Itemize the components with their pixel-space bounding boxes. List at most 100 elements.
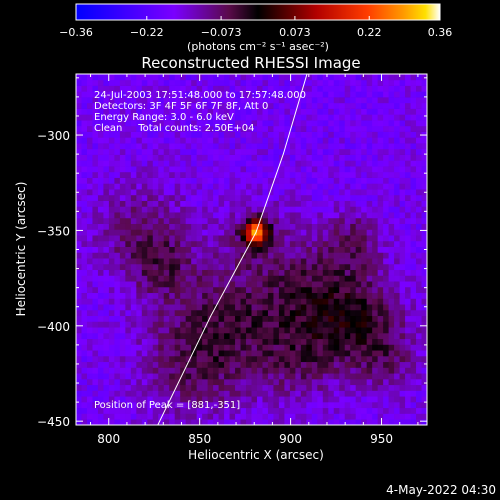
heatmap-cell [108,108,115,115]
heatmap-cell [289,108,296,115]
heatmap-cell [410,194,417,201]
heatmap-cell [350,275,357,282]
heatmap-cell [218,252,225,259]
heatmap-cell [388,407,395,414]
heatmap-cell [213,79,220,86]
heatmap-cell [377,269,384,276]
heatmap-cell [410,258,417,265]
heatmap-cell [355,148,362,155]
heatmap-cell [147,154,154,161]
heatmap-cell [103,148,110,155]
heatmap-cell [328,367,335,374]
heatmap-cell [256,229,264,236]
heatmap-cell [300,97,307,104]
heatmap-cell [377,350,384,357]
heatmap-cell [152,160,159,167]
heatmap-cell [119,120,126,127]
heatmap-cell [273,91,280,98]
heatmap-cell [174,114,181,121]
heatmap-cell [306,91,313,98]
heatmap-cell [256,74,264,81]
heatmap-cell [251,401,258,409]
heatmap-cell [267,97,275,104]
heatmap-cell [174,361,181,368]
heatmap-cell [218,367,225,374]
heatmap-cell [108,120,115,127]
heatmap-cell [278,292,285,299]
heatmap-cell [180,367,187,374]
heatmap-cell [202,350,209,357]
heatmap-cell [344,332,351,340]
heatmap-cell [130,166,137,173]
heatmap-cell [246,407,253,414]
heatmap-cell [119,378,126,386]
heatmap-cell [366,275,373,282]
heatmap-cell [262,309,269,317]
heatmap-cell [394,373,401,380]
heatmap-cell [229,148,236,155]
heatmap-cell [76,304,83,311]
heatmap-cell [246,304,253,311]
heatmap-cell [405,223,412,230]
heatmap-cell [306,235,313,242]
heatmap-cell [185,217,192,224]
heatmap-cell [344,74,351,81]
heatmap-cell [410,269,417,276]
heatmap-cell [289,263,296,271]
heatmap-cell [158,361,165,368]
heatmap-cell [416,85,423,92]
heatmap-cell [289,85,296,92]
heatmap-cell [317,419,324,425]
heatmap-cell [86,206,94,213]
heatmap-cell [97,97,105,104]
axes: 800 850 900 950−300−350−400−450 [37,74,427,446]
heatmap-cell [191,131,198,138]
heatmap-cell [300,350,307,357]
heatmap-cell [218,327,225,334]
heatmap-cell [218,419,225,425]
heatmap-cell [295,131,302,138]
heatmap-cell [86,114,94,121]
heatmap-cell [322,373,329,380]
heatmap-cell [361,223,368,230]
heatmap-cell [262,114,269,121]
heatmap-cell [300,114,307,121]
heatmap-cell [130,189,137,196]
heatmap-cell [339,85,346,92]
heatmap-cell [147,189,154,196]
heatmap-cell [333,269,340,276]
heatmap-cell [158,263,165,271]
heatmap-cell [229,114,236,121]
heatmap-cell [344,171,351,178]
heatmap-cell [246,275,253,282]
heatmap-cell [355,137,362,144]
heatmap-cell [92,281,99,288]
heatmap-cell [136,206,143,213]
heatmap-cell [372,390,379,397]
heatmap-cell [240,361,247,368]
heatmap-cell [300,131,307,138]
heatmap-cell [196,344,203,351]
heatmap-cell [136,413,143,420]
heatmap-cell [92,189,99,196]
heatmap-cell [372,91,379,98]
heatmap-cell [256,286,264,294]
heatmap-cell [76,344,83,351]
heatmap-cell [328,413,335,420]
heatmap-cell [114,85,121,92]
heatmap-cell [152,338,159,345]
heatmap-cell [416,166,423,173]
heatmap-cell [136,223,143,230]
heatmap-cell [136,258,143,265]
heatmap-cell [108,419,115,425]
heatmap-cell [174,258,181,265]
heatmap-cell [262,229,269,236]
heatmap-cell [191,235,198,242]
info-line-4: Clean Total counts: 2.50E+04 [94,123,254,134]
heatmap-cell [136,143,143,150]
heatmap-cell [344,246,351,253]
heatmap-cell [300,355,307,363]
heatmap-cell [114,108,121,115]
heatmap-cell [136,189,143,196]
heatmap-cell [339,108,346,115]
